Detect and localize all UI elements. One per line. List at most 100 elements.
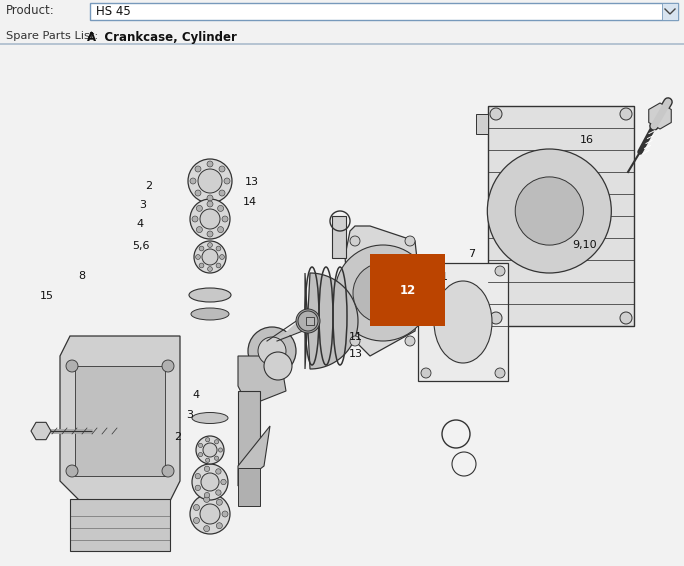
Circle shape — [222, 216, 228, 222]
FancyBboxPatch shape — [90, 3, 678, 20]
Circle shape — [207, 201, 213, 207]
Circle shape — [215, 440, 219, 444]
Circle shape — [196, 255, 200, 259]
Text: 3: 3 — [186, 410, 193, 420]
FancyBboxPatch shape — [476, 114, 488, 134]
Circle shape — [421, 266, 431, 276]
Polygon shape — [60, 336, 180, 501]
Text: 11: 11 — [349, 332, 363, 342]
Circle shape — [298, 311, 318, 331]
Circle shape — [222, 511, 228, 517]
Circle shape — [196, 205, 202, 211]
FancyBboxPatch shape — [306, 317, 314, 325]
Circle shape — [215, 456, 219, 460]
Circle shape — [219, 190, 225, 196]
FancyBboxPatch shape — [488, 106, 634, 326]
Circle shape — [215, 469, 221, 474]
Circle shape — [353, 263, 413, 323]
Circle shape — [221, 479, 226, 484]
Circle shape — [162, 465, 174, 477]
Circle shape — [487, 149, 611, 273]
Polygon shape — [345, 226, 420, 356]
Ellipse shape — [189, 288, 231, 302]
Circle shape — [218, 226, 224, 233]
Text: 9,10: 9,10 — [572, 239, 596, 250]
Circle shape — [206, 458, 210, 462]
Text: 12: 12 — [399, 284, 416, 297]
Circle shape — [196, 436, 224, 464]
Circle shape — [490, 312, 502, 324]
Circle shape — [203, 443, 217, 457]
Text: A  Crankcase, Cylinder: A Crankcase, Cylinder — [87, 31, 237, 44]
Circle shape — [204, 526, 210, 531]
Text: 2: 2 — [174, 432, 181, 442]
Text: 15: 15 — [40, 290, 53, 301]
Text: 4: 4 — [137, 219, 144, 229]
Ellipse shape — [191, 308, 229, 320]
Circle shape — [200, 504, 220, 524]
Circle shape — [421, 368, 431, 378]
Circle shape — [201, 473, 219, 491]
Polygon shape — [305, 273, 358, 369]
Circle shape — [258, 337, 286, 365]
Circle shape — [207, 161, 213, 167]
Circle shape — [620, 312, 632, 324]
Text: 13: 13 — [349, 349, 363, 359]
Polygon shape — [648, 103, 671, 129]
Circle shape — [216, 523, 222, 529]
Circle shape — [190, 494, 230, 534]
Circle shape — [296, 309, 320, 333]
Circle shape — [198, 443, 202, 448]
Circle shape — [194, 517, 200, 524]
Circle shape — [216, 263, 221, 268]
Polygon shape — [238, 426, 270, 486]
Circle shape — [207, 195, 213, 201]
Text: 12: 12 — [386, 298, 401, 308]
FancyBboxPatch shape — [70, 499, 170, 551]
Circle shape — [194, 504, 200, 511]
Text: Product:: Product: — [6, 4, 55, 17]
FancyBboxPatch shape — [418, 263, 508, 381]
FancyBboxPatch shape — [238, 468, 260, 506]
Circle shape — [219, 166, 225, 172]
Circle shape — [515, 177, 583, 245]
Circle shape — [162, 360, 174, 372]
Circle shape — [205, 492, 210, 498]
Ellipse shape — [434, 281, 492, 363]
Circle shape — [208, 267, 213, 272]
Circle shape — [200, 209, 220, 229]
Circle shape — [195, 190, 201, 196]
Polygon shape — [238, 356, 286, 406]
Circle shape — [194, 241, 226, 273]
Circle shape — [195, 485, 200, 491]
Circle shape — [190, 199, 230, 239]
Text: 1: 1 — [441, 272, 448, 282]
Circle shape — [335, 245, 431, 341]
Circle shape — [202, 249, 218, 265]
Circle shape — [405, 336, 415, 346]
Circle shape — [224, 178, 230, 184]
Text: 2: 2 — [145, 181, 152, 191]
Text: 7: 7 — [469, 249, 475, 259]
Circle shape — [220, 255, 224, 259]
Circle shape — [195, 473, 200, 479]
Text: 4: 4 — [193, 391, 200, 400]
Text: 13: 13 — [245, 177, 259, 187]
Circle shape — [207, 231, 213, 237]
Text: 5,6: 5,6 — [132, 241, 150, 251]
FancyBboxPatch shape — [662, 3, 678, 20]
Text: 16: 16 — [580, 135, 594, 144]
FancyBboxPatch shape — [238, 391, 260, 466]
FancyBboxPatch shape — [332, 216, 346, 258]
Circle shape — [264, 352, 292, 380]
Circle shape — [198, 169, 222, 193]
Circle shape — [204, 496, 210, 503]
Circle shape — [66, 360, 78, 372]
Circle shape — [198, 452, 202, 457]
Circle shape — [248, 327, 296, 375]
FancyBboxPatch shape — [75, 366, 165, 476]
Circle shape — [405, 236, 415, 246]
Polygon shape — [267, 313, 308, 341]
Circle shape — [188, 159, 232, 203]
Circle shape — [350, 236, 360, 246]
